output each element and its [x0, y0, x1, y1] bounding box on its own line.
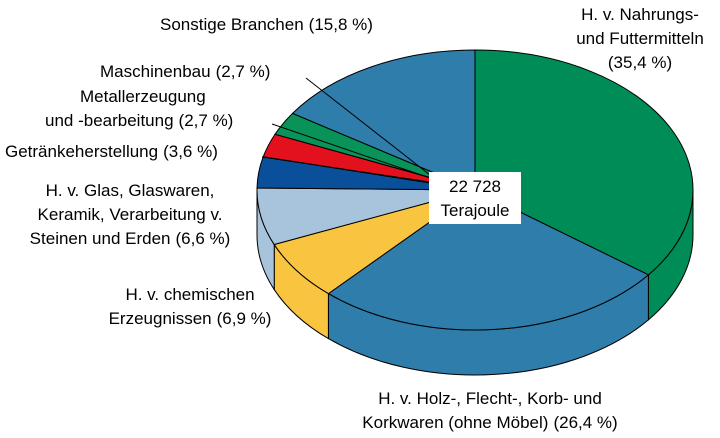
slice-label-text: Keramik, Verarbeitung v. — [38, 205, 223, 224]
slice — [327, 189, 650, 331]
slice-label: Steinen und Erden (6,6 %) — [30, 229, 231, 248]
slice-value-label: (35,4 %) — [608, 53, 672, 72]
slice-label: H. v. Nahrungs- — [581, 5, 699, 24]
slice-label-text: Metallerzeugung — [80, 87, 206, 106]
slice-value-label: (26,4 %) — [553, 413, 617, 432]
slice-value-label: (2,7 %) — [179, 111, 234, 130]
slice-value-label: (6,6 %) — [176, 229, 231, 248]
slice-value-label: (6,9 %) — [217, 309, 272, 328]
slice-label: Sonstige Branchen (15,8 %) — [160, 15, 373, 34]
slice-label: H. v. Glas, Glaswaren, — [46, 181, 215, 200]
leader-line — [261, 156, 431, 183]
leader-line — [271, 123, 431, 179]
center-label: 22 728 — [449, 177, 501, 196]
slice-label-text: Erzeugnissen — [109, 309, 212, 328]
slice-label: Maschinenbau (2,7 %) — [100, 62, 270, 81]
slice-value-label: (2,7 %) — [216, 62, 271, 81]
slice-label: Metallerzeugung — [80, 87, 206, 106]
slice-label: H. v. Holz-, Flecht-, Korb- und — [378, 389, 602, 408]
center-label: Terajoule — [441, 201, 510, 220]
slice-value-label: (3,6 %) — [163, 142, 218, 161]
slice-label-text: H. v. Nahrungs- — [581, 5, 699, 24]
slice-value-label: (15,8 %) — [309, 15, 373, 34]
slice — [291, 49, 476, 191]
slice-label-text: und Futtermitteln — [576, 29, 704, 48]
slice-label-text: H. v. chemischen — [125, 285, 254, 304]
slice-label: Erzeugnissen (6,9 %) — [109, 309, 272, 328]
center-box — [429, 172, 521, 224]
leader-line — [305, 77, 431, 176]
slice-label-text: Sonstige Branchen — [160, 15, 304, 34]
slice-label-text: Steinen und Erden — [30, 229, 171, 248]
slice-label: H. v. chemischen — [125, 285, 254, 304]
slice-label-text: H. v. Holz-, Flecht-, Korb- und — [378, 389, 602, 408]
slice-label: und -bearbeitung (2,7 %) — [45, 111, 233, 130]
slice-label: Getränkeherstellung (3,6 %) — [5, 142, 218, 161]
slice-label-text: Korkwaren (ohne Möbel) — [362, 413, 548, 432]
slice-label-text: Maschinenbau — [100, 62, 211, 81]
slice-label: Keramik, Verarbeitung v. — [38, 205, 223, 224]
slice — [474, 49, 694, 276]
slice-label: Korkwaren (ohne Möbel) (26,4 %) — [362, 413, 617, 432]
slice-label-text: Getränkeherstellung — [5, 142, 158, 161]
slice-label: und Futtermitteln — [576, 29, 704, 48]
slice-label-text: H. v. Glas, Glaswaren, — [46, 181, 215, 200]
slice-label-text: und -bearbeitung — [45, 111, 174, 130]
